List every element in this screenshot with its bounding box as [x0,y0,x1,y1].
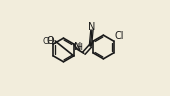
Text: Cl: Cl [114,31,124,41]
Text: CH₃: CH₃ [42,37,57,46]
Text: N: N [88,22,96,32]
Text: H: H [76,43,82,52]
Text: N: N [74,42,81,52]
Text: O: O [46,36,54,46]
